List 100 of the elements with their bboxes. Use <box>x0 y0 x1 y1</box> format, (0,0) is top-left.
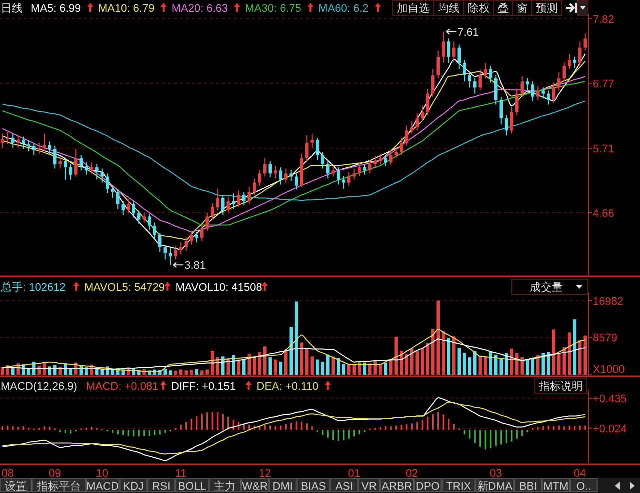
candlestick <box>38 142 42 155</box>
candlestick <box>126 198 130 214</box>
candlestick <box>248 186 251 205</box>
annotation: 成交量 <box>530 281 563 294</box>
candlestick <box>116 188 120 210</box>
candlestick <box>100 168 104 184</box>
candlestick <box>573 56 576 69</box>
candlestick <box>137 210 141 225</box>
candlestick <box>473 78 477 94</box>
candlestick <box>462 60 466 82</box>
y-tick-label: 8579 <box>593 332 618 345</box>
candlestick <box>22 136 26 150</box>
series-label: DEA: +0.110 <box>256 381 319 393</box>
x-tick-label: 09 <box>49 468 62 480</box>
y-tick-label: 4.66 <box>593 208 614 220</box>
candlestick <box>174 246 178 260</box>
candlestick <box>258 169 262 186</box>
candlestick <box>321 152 324 170</box>
text: BBI <box>519 481 538 493</box>
y-tick-label: X1000 <box>593 364 625 376</box>
candlestick <box>542 87 545 100</box>
x-tick-label: 08 <box>2 468 14 480</box>
text: MA30: 6.75 <box>245 3 302 15</box>
candlestick <box>268 160 272 178</box>
candlestick <box>389 150 393 166</box>
candlestick <box>416 112 419 132</box>
candlestick <box>484 62 488 79</box>
candlestick <box>232 192 236 210</box>
annotation: 窗 <box>517 2 528 15</box>
candlestick <box>12 133 15 148</box>
candlestick <box>526 78 530 92</box>
chart-subtitle: 总手: 102612 <box>0 281 66 294</box>
candlestick <box>452 41 456 62</box>
candlestick <box>85 162 88 176</box>
text: VR <box>362 481 378 493</box>
candlestick <box>206 212 209 232</box>
candlestick <box>252 178 256 196</box>
candlestick <box>546 90 550 106</box>
candlestick <box>242 192 246 206</box>
candlestick <box>316 138 320 161</box>
candlestick <box>142 212 146 224</box>
candlestick <box>1 133 4 148</box>
candlestick <box>400 138 404 156</box>
candlestick <box>90 162 94 174</box>
candlestick <box>368 160 372 174</box>
x-tick-label: 03 <box>490 468 502 480</box>
annotation: 除权 <box>468 3 490 15</box>
text: W&R <box>242 481 268 493</box>
candlestick <box>96 164 99 180</box>
candlestick <box>458 44 461 70</box>
x-tick-label: 10 <box>96 468 108 480</box>
candlestick <box>405 125 408 147</box>
text: KDJ <box>123 481 144 493</box>
text: ASI <box>336 481 354 493</box>
x-tick-label: 12 <box>259 468 272 480</box>
candlestick <box>447 38 450 64</box>
text: TRIX <box>446 481 472 493</box>
candlestick <box>374 156 377 168</box>
candlestick <box>431 68 435 98</box>
candlestick <box>54 146 57 170</box>
text: ARBR <box>382 481 412 493</box>
candlestick <box>48 141 52 155</box>
x-tick-label: 02 <box>406 468 418 480</box>
y-tick-label: 5.71 <box>593 143 614 156</box>
candlestick <box>520 76 524 98</box>
candlestick <box>426 88 430 116</box>
candlestick <box>106 173 110 194</box>
candlestick <box>531 81 534 102</box>
candlestick <box>184 237 188 252</box>
text: O.. <box>576 481 592 493</box>
candlestick <box>557 72 561 92</box>
candlestick <box>58 156 62 170</box>
candlestick <box>394 147 398 159</box>
candlestick <box>436 50 440 79</box>
candlestick <box>64 158 68 180</box>
text: MAVOL10: 41508 <box>176 282 262 294</box>
candlestick <box>384 154 388 167</box>
candlestick <box>69 164 73 180</box>
text: DIFF: +0.151 <box>172 381 236 393</box>
candlestick <box>132 200 136 218</box>
annotation: 加自选 <box>397 2 430 15</box>
candlestick <box>342 176 346 190</box>
candlestick <box>164 246 167 260</box>
x-tick-label: 01 <box>348 468 360 480</box>
text: 指标平台 <box>36 480 81 493</box>
candlestick <box>290 169 293 182</box>
candlestick <box>190 230 194 246</box>
text: 新DMA <box>477 480 514 493</box>
candlestick <box>515 88 519 116</box>
candlestick <box>568 53 572 70</box>
candlestick <box>410 120 414 134</box>
annotation: 均线 <box>437 2 460 15</box>
x-tick-label: 04 <box>574 468 586 480</box>
annotation: 指标说明 <box>538 381 583 393</box>
candlestick <box>358 162 362 177</box>
candlestick <box>237 190 240 208</box>
candlestick <box>468 72 472 88</box>
text: 设置 <box>5 481 27 493</box>
text: MA60: 6.2 <box>318 3 369 15</box>
candlestick <box>510 106 514 134</box>
